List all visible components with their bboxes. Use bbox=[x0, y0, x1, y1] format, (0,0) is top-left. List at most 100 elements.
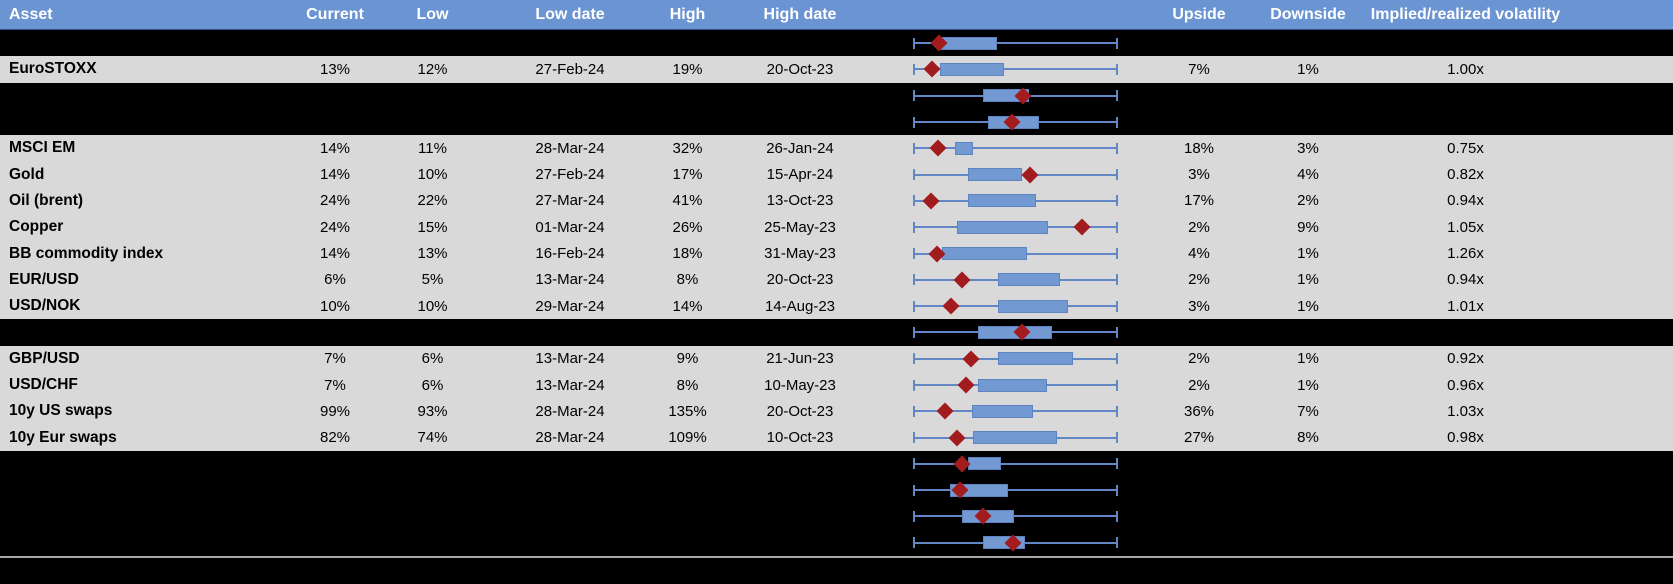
column-header-high-date[interactable]: High date bbox=[763, 5, 837, 23]
cell-asset[interactable]: USD/CHF bbox=[9, 376, 78, 393]
cell-high-date[interactable]: 25-May-23 bbox=[764, 218, 836, 236]
cell-low[interactable]: 10% bbox=[417, 297, 448, 315]
cell-implied-realized[interactable]: 1.26x bbox=[1447, 245, 1484, 263]
cell-low-date[interactable]: 28-Mar-24 bbox=[535, 139, 605, 157]
cell-implied-realized[interactable]: 0.94x bbox=[1447, 271, 1484, 289]
cell-downside[interactable]: 1% bbox=[1297, 271, 1319, 289]
column-header-current[interactable]: Current bbox=[306, 5, 364, 23]
cell-downside[interactable]: 1% bbox=[1297, 60, 1319, 78]
cell-current[interactable]: 10% bbox=[319, 297, 351, 315]
cell-implied-realized[interactable]: 1.05x bbox=[1447, 218, 1484, 236]
cell-high-date[interactable]: 31-May-23 bbox=[764, 245, 836, 263]
cell-implied-realized[interactable]: 1.01x bbox=[1447, 297, 1484, 315]
cell-low-date[interactable]: 13-Mar-24 bbox=[535, 376, 605, 394]
cell-low[interactable]: 10% bbox=[417, 166, 448, 184]
cell-current[interactable]: 7% bbox=[324, 376, 346, 394]
cell-asset[interactable]: Gold bbox=[9, 165, 45, 183]
cell-high-date[interactable]: 20-Oct-23 bbox=[766, 271, 834, 289]
cell-high-date[interactable]: 21-Jun-23 bbox=[766, 350, 834, 368]
cell-high[interactable]: 8% bbox=[676, 271, 699, 289]
cell-upside[interactable]: 17% bbox=[1183, 192, 1215, 210]
cell-downside[interactable]: 4% bbox=[1297, 166, 1319, 184]
cell-high[interactable]: 8% bbox=[676, 376, 699, 394]
cell-low-date[interactable]: 28-Mar-24 bbox=[535, 429, 605, 447]
cell-asset[interactable]: GBP/USD bbox=[9, 349, 80, 367]
cell-low-date[interactable]: 13-Mar-24 bbox=[535, 350, 605, 368]
cell-high[interactable]: 18% bbox=[672, 245, 703, 263]
cell-current[interactable]: 24% bbox=[319, 218, 351, 236]
cell-implied-realized[interactable]: 1.00x bbox=[1447, 60, 1484, 78]
cell-current[interactable]: 7% bbox=[324, 350, 346, 368]
cell-current[interactable]: 82% bbox=[319, 429, 351, 447]
cell-asset[interactable]: Oil (brent) bbox=[9, 191, 84, 209]
cell-upside[interactable]: 2% bbox=[1188, 376, 1210, 394]
cell-upside[interactable]: 18% bbox=[1183, 139, 1215, 157]
cell-high[interactable]: 41% bbox=[672, 192, 703, 210]
cell-downside[interactable]: 2% bbox=[1297, 192, 1319, 210]
cell-high[interactable]: 9% bbox=[676, 350, 699, 368]
cell-high-date[interactable]: 14-Aug-23 bbox=[764, 297, 836, 315]
cell-high[interactable]: 26% bbox=[672, 218, 703, 236]
cell-current[interactable]: 6% bbox=[324, 271, 346, 289]
cell-low[interactable]: 11% bbox=[418, 139, 447, 157]
cell-upside[interactable]: 2% bbox=[1188, 218, 1210, 236]
cell-upside[interactable]: 2% bbox=[1188, 350, 1210, 368]
column-header-upside[interactable]: Upside bbox=[1172, 5, 1226, 23]
cell-downside[interactable]: 1% bbox=[1297, 350, 1319, 368]
cell-current[interactable]: 24% bbox=[319, 192, 351, 210]
cell-low-date[interactable]: 27-Mar-24 bbox=[535, 192, 605, 210]
cell-upside[interactable]: 3% bbox=[1188, 166, 1210, 184]
cell-high-date[interactable]: 10-May-23 bbox=[764, 376, 836, 394]
cell-current[interactable]: 14% bbox=[319, 139, 351, 157]
cell-high[interactable]: 135% bbox=[668, 402, 707, 420]
cell-current[interactable]: 13% bbox=[319, 60, 351, 78]
cell-downside[interactable]: 7% bbox=[1297, 402, 1319, 420]
cell-upside[interactable]: 2% bbox=[1188, 271, 1210, 289]
cell-downside[interactable]: 1% bbox=[1297, 376, 1319, 394]
cell-high[interactable]: 14% bbox=[672, 297, 703, 315]
column-header-high[interactable]: High bbox=[669, 5, 706, 23]
cell-high[interactable]: 32% bbox=[672, 139, 703, 157]
cell-upside[interactable]: 3% bbox=[1188, 297, 1210, 315]
cell-high-date[interactable]: 20-Oct-23 bbox=[766, 60, 834, 78]
cell-low-date[interactable]: 27-Feb-24 bbox=[535, 60, 605, 78]
cell-downside[interactable]: 8% bbox=[1297, 429, 1319, 447]
cell-low-date[interactable]: 27-Feb-24 bbox=[535, 166, 605, 184]
cell-downside[interactable]: 1% bbox=[1297, 297, 1319, 315]
cell-implied-realized[interactable]: 1.03x bbox=[1447, 402, 1484, 420]
cell-high[interactable]: 17% bbox=[672, 166, 703, 184]
cell-high-date[interactable]: 26-Jan-24 bbox=[766, 139, 834, 157]
cell-asset[interactable]: Copper bbox=[9, 218, 64, 236]
cell-low[interactable]: 22% bbox=[417, 192, 448, 210]
cell-low-date[interactable]: 13-Mar-24 bbox=[535, 271, 605, 289]
cell-high-date[interactable]: 13-Oct-23 bbox=[766, 192, 834, 210]
cell-low-date[interactable]: 16-Feb-24 bbox=[535, 245, 605, 263]
cell-downside[interactable]: 9% bbox=[1297, 218, 1319, 236]
cell-low-date[interactable]: 29-Mar-24 bbox=[535, 297, 605, 315]
cell-high-date[interactable]: 20-Oct-23 bbox=[766, 402, 834, 420]
cell-asset[interactable]: MSCI EM bbox=[9, 139, 76, 157]
cell-high-date[interactable]: 15-Apr-24 bbox=[766, 166, 834, 184]
cell-high[interactable]: 19% bbox=[672, 60, 703, 78]
column-header-downside[interactable]: Downside bbox=[1270, 5, 1346, 23]
cell-current[interactable]: 14% bbox=[319, 245, 351, 263]
cell-low-date[interactable]: 28-Mar-24 bbox=[535, 402, 605, 420]
cell-implied-realized[interactable]: 0.75x bbox=[1447, 139, 1484, 157]
cell-upside[interactable]: 4% bbox=[1188, 245, 1210, 263]
column-header-asset[interactable]: Asset bbox=[9, 5, 53, 23]
cell-asset[interactable]: BB commodity index bbox=[9, 244, 164, 262]
column-header-low-date[interactable]: Low date bbox=[535, 5, 605, 23]
cell-implied-realized[interactable]: 0.94x bbox=[1447, 192, 1484, 210]
cell-asset[interactable]: 10y US swaps bbox=[9, 402, 113, 420]
cell-current[interactable]: 14% bbox=[319, 166, 351, 184]
cell-asset[interactable]: USD/NOK bbox=[9, 297, 81, 315]
cell-asset[interactable]: 10y Eur swaps bbox=[9, 428, 117, 446]
cell-low-date[interactable]: 01-Mar-24 bbox=[535, 218, 605, 236]
cell-low[interactable]: 6% bbox=[421, 376, 444, 394]
cell-implied-realized[interactable]: 0.82x bbox=[1447, 166, 1484, 184]
cell-low[interactable]: 13% bbox=[417, 245, 448, 263]
cell-high[interactable]: 109% bbox=[668, 429, 707, 447]
cell-implied-realized[interactable]: 0.98x bbox=[1447, 429, 1484, 447]
column-header-implied-realized[interactable]: Implied/realized volatility bbox=[1370, 5, 1561, 23]
cell-implied-realized[interactable]: 0.92x bbox=[1447, 350, 1484, 368]
